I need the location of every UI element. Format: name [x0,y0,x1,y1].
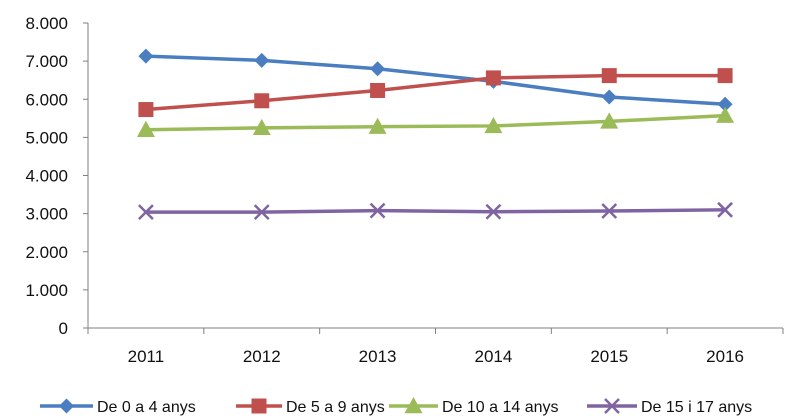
series-line [145,208,726,214]
series-4 [138,201,733,220]
x-tick-label: 2013 [359,347,397,366]
data-point [717,96,733,112]
y-tick-label: 5.000 [25,128,68,147]
x-axis: 2011 2012 2013 2014 2015 2016 [87,327,784,366]
series-line [145,113,726,132]
series-lines [136,48,735,220]
x-tick-label: 2014 [475,347,513,366]
data-point [368,117,387,134]
y-tick-label: 1.000 [25,281,68,300]
data-point [485,203,502,220]
y-tick-label: 0 [59,319,68,338]
legend-item: De 10 a 14 anys [389,397,559,416]
series-line [145,54,726,106]
x-tick-label: 2011 [128,347,165,366]
data-point [138,48,154,64]
x-tick-label: 2015 [590,347,628,366]
y-tick-label: 4.000 [25,167,68,186]
y-tick-label: 7.000 [25,52,68,71]
legend-label: De 5 a 9 anys [286,399,385,416]
y-tick-label: 8.000 [25,14,68,33]
data-point [254,52,270,68]
x-tick-label: 2016 [706,347,744,366]
legend-item: De 5 a 9 anys [236,398,385,416]
y-tick-label: 3.000 [25,205,68,224]
data-point [254,93,270,109]
data-point [717,201,733,218]
data-point [484,116,503,134]
data-point [370,82,386,98]
data-point [136,120,155,137]
legend-label: De 10 a 14 anys [442,399,559,416]
data-point [253,204,270,220]
data-point [138,102,154,118]
data-point [716,106,735,123]
legend-item: De 15 i 17 anys [587,398,752,416]
data-point [601,203,618,219]
x-tick-label: 2012 [243,347,281,366]
legend-label: De 0 a 4 anys [97,399,196,416]
legend: De 0 a 4 anys De 5 a 9 anys De 10 a 14 any… [40,397,752,416]
y-axis: 0 1.000 2.000 3.000 4.000 5.000 6.000 7.000 8.00… [25,14,89,338]
legend-item: De 0 a 4 anys [40,398,196,416]
series-line [145,73,726,112]
data-point [600,112,619,129]
y-tick-label: 6.000 [25,90,68,109]
series-2 [138,68,733,118]
data-point [252,118,271,136]
data-point [601,89,617,105]
data-point [369,202,386,219]
legend-marker [59,398,74,414]
data-point [601,68,617,84]
data-point [717,68,733,84]
data-point [370,61,386,77]
legend-marker [604,398,620,414]
series-3 [136,106,735,137]
data-point [485,70,501,86]
legend-label: De 15 i 17 anys [641,399,752,416]
legend-marker [251,398,267,414]
data-point [138,204,154,220]
y-tick-label: 2.000 [25,243,68,262]
legend-marker [404,397,423,414]
